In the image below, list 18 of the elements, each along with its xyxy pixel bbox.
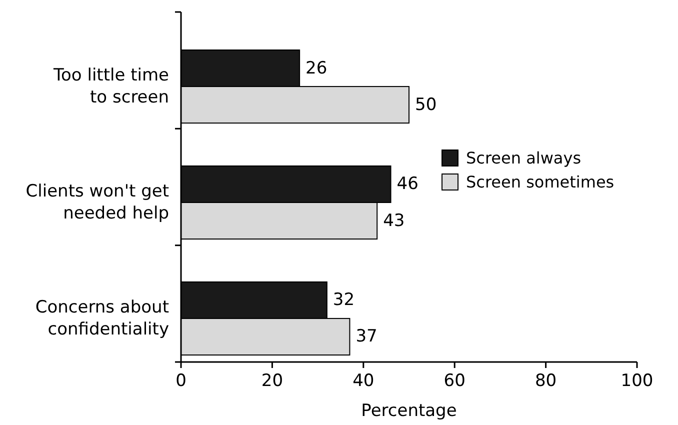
data-label: 32 — [332, 290, 355, 310]
x-axis-title: Percentage — [361, 401, 457, 421]
x-tick-label: 60 — [444, 371, 466, 391]
x-tick-label: 0 — [176, 371, 186, 391]
data-label: 50 — [415, 94, 437, 115]
x-tick-label: 80 — [534, 371, 557, 391]
x-tick-label: 100 — [620, 371, 654, 391]
data-label: 37 — [356, 326, 378, 347]
legend-label: Screen always — [466, 148, 582, 168]
x-tick-label: 20 — [261, 371, 284, 391]
y-tick-label: Concerns about confidentiality — [35, 297, 170, 340]
data-label: 43 — [383, 210, 405, 231]
data-label: 46 — [396, 174, 418, 194]
data-label: 26 — [306, 58, 328, 78]
y-tick-label: Clients won't get needed help — [26, 182, 170, 224]
y-tick-label: Too little time to screen — [52, 66, 169, 108]
x-tick-label: 40 — [352, 371, 374, 391]
legend-label: Screen sometimes — [466, 172, 614, 192]
